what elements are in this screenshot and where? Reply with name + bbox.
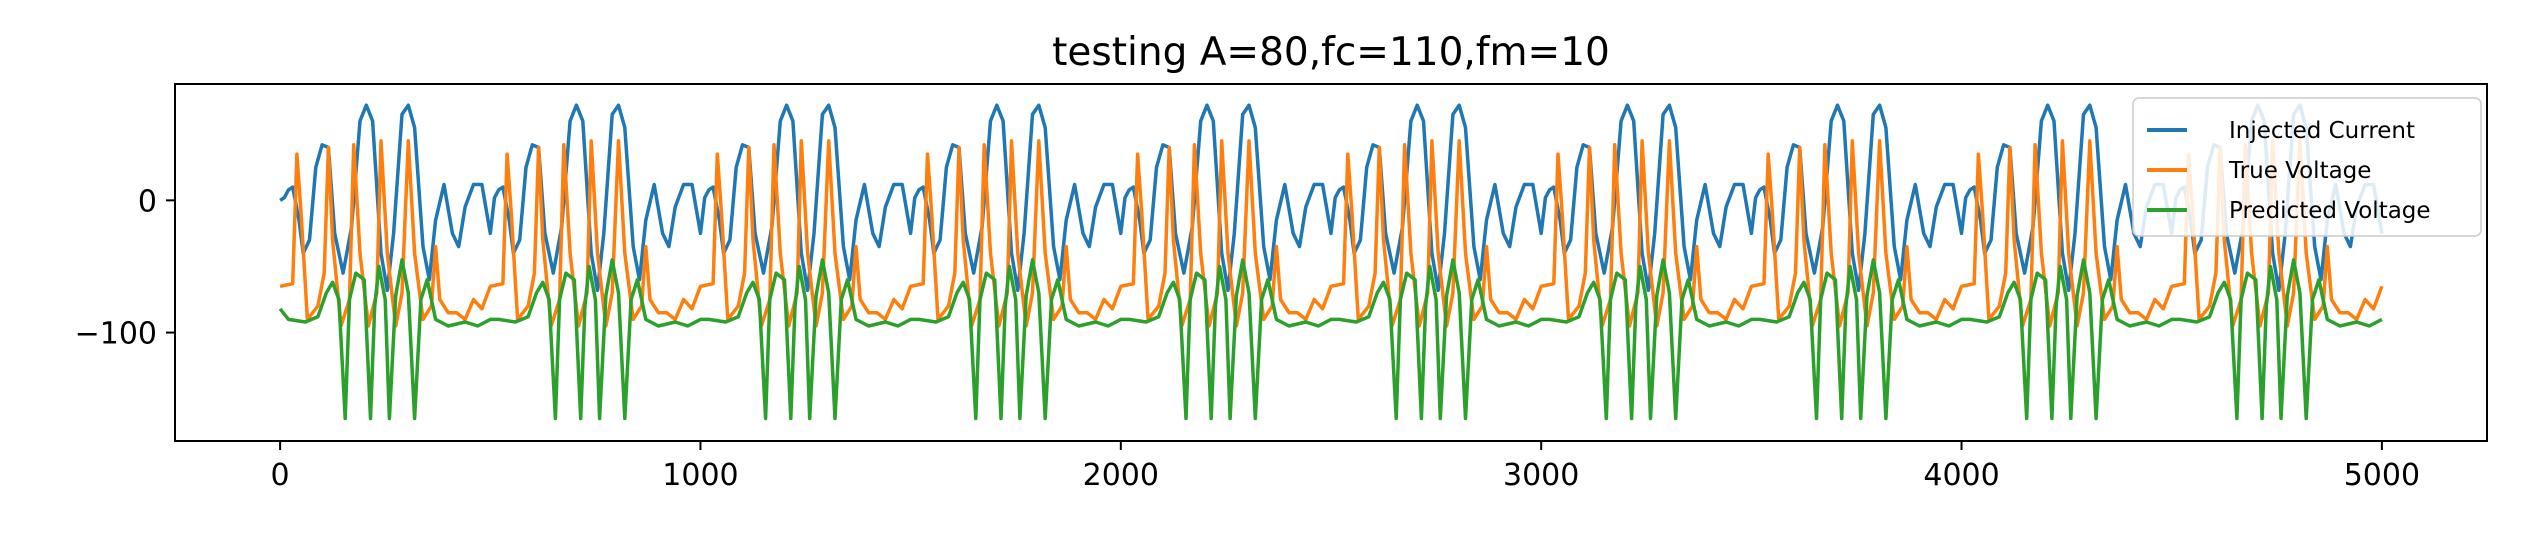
y-axis: 0 −100 <box>75 184 175 352</box>
series-line-true-voltage <box>279 139 2384 328</box>
x-tick-label: 2000 <box>1083 458 1159 493</box>
series-group <box>278 103 2384 421</box>
legend-label: Injected Current <box>2229 118 2415 144</box>
x-tick-label: 4000 <box>1923 458 1999 493</box>
plot-frame <box>174 83 2488 442</box>
legend-label: True Voltage <box>2228 158 2371 184</box>
series-line-predicted-voltage <box>278 258 2383 421</box>
legend-box <box>2132 97 2482 237</box>
x-tick-label: 0 <box>271 458 290 493</box>
chart-title: testing A=80,fc=110,fm=10 <box>1052 30 1610 75</box>
legend-label: Predicted Voltage <box>2229 198 2431 224</box>
series-line-injected-current <box>279 103 2384 293</box>
x-axis: 0 1000 2000 3000 4000 5000 <box>271 441 2420 493</box>
legend: Injected Current True Voltage Predicted Vo… <box>2132 97 2482 237</box>
x-tick-label: 3000 <box>1503 458 1579 493</box>
x-tick-label: 5000 <box>2344 458 2420 493</box>
y-tick-label: −100 <box>75 317 157 352</box>
y-tick-label: 0 <box>138 184 157 219</box>
x-tick-label: 1000 <box>662 458 738 493</box>
